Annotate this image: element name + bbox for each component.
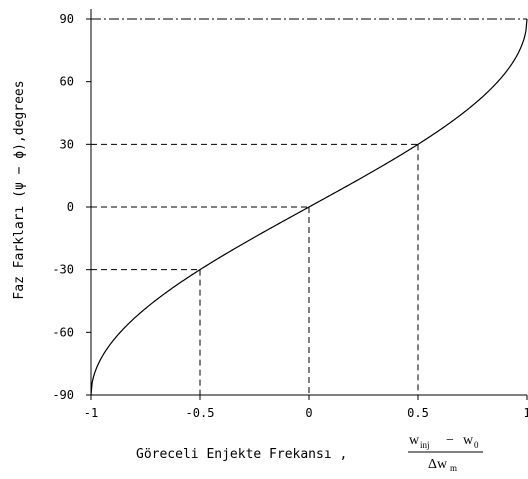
y-tick-label: -60	[52, 325, 74, 339]
y-tick-label: 0	[67, 200, 74, 214]
y-tick-label: 60	[60, 75, 74, 89]
x-tick-label: -0.5	[186, 406, 215, 420]
x-tick-label: 0.5	[407, 406, 429, 420]
x-axis-label-text: Göreceli Enjekte Frekansı ,	[136, 447, 347, 462]
series-line	[90, 18, 528, 396]
x-axis-label: Göreceli Enjekte Frekansı , w inj − w 0 …	[136, 433, 483, 473]
y-tick-label: 30	[60, 137, 74, 151]
y-axis-label: Faz Farkları (ψ − ϕ),degrees	[12, 80, 27, 299]
fraction-den-main: Δw	[428, 457, 448, 472]
fraction-num-sub2: 0	[474, 440, 479, 450]
fraction-num-minus: −	[446, 433, 454, 448]
x-ticks: -1 -0.5 0 0.5 1	[84, 395, 528, 420]
x-tick-label: 1	[523, 406, 528, 420]
y-tick-label: -90	[52, 388, 74, 402]
fraction-num-main: w	[409, 433, 420, 448]
y-tick-label: -30	[52, 263, 74, 277]
fraction-num-main2: w	[463, 433, 474, 448]
x-tick-label: 0	[305, 406, 312, 420]
x-tick-label: -1	[84, 406, 98, 420]
x-axis-fraction: w inj − w 0 Δw m	[408, 433, 483, 473]
y-ticks: -90 -60 -30 0 30 60 90	[52, 12, 91, 402]
reference-lines	[91, 18, 527, 395]
fraction-num-sub1: inj	[420, 440, 430, 450]
fraction-den-sub: m	[450, 463, 457, 473]
series	[90, 18, 528, 396]
y-tick-label: 90	[60, 12, 74, 26]
